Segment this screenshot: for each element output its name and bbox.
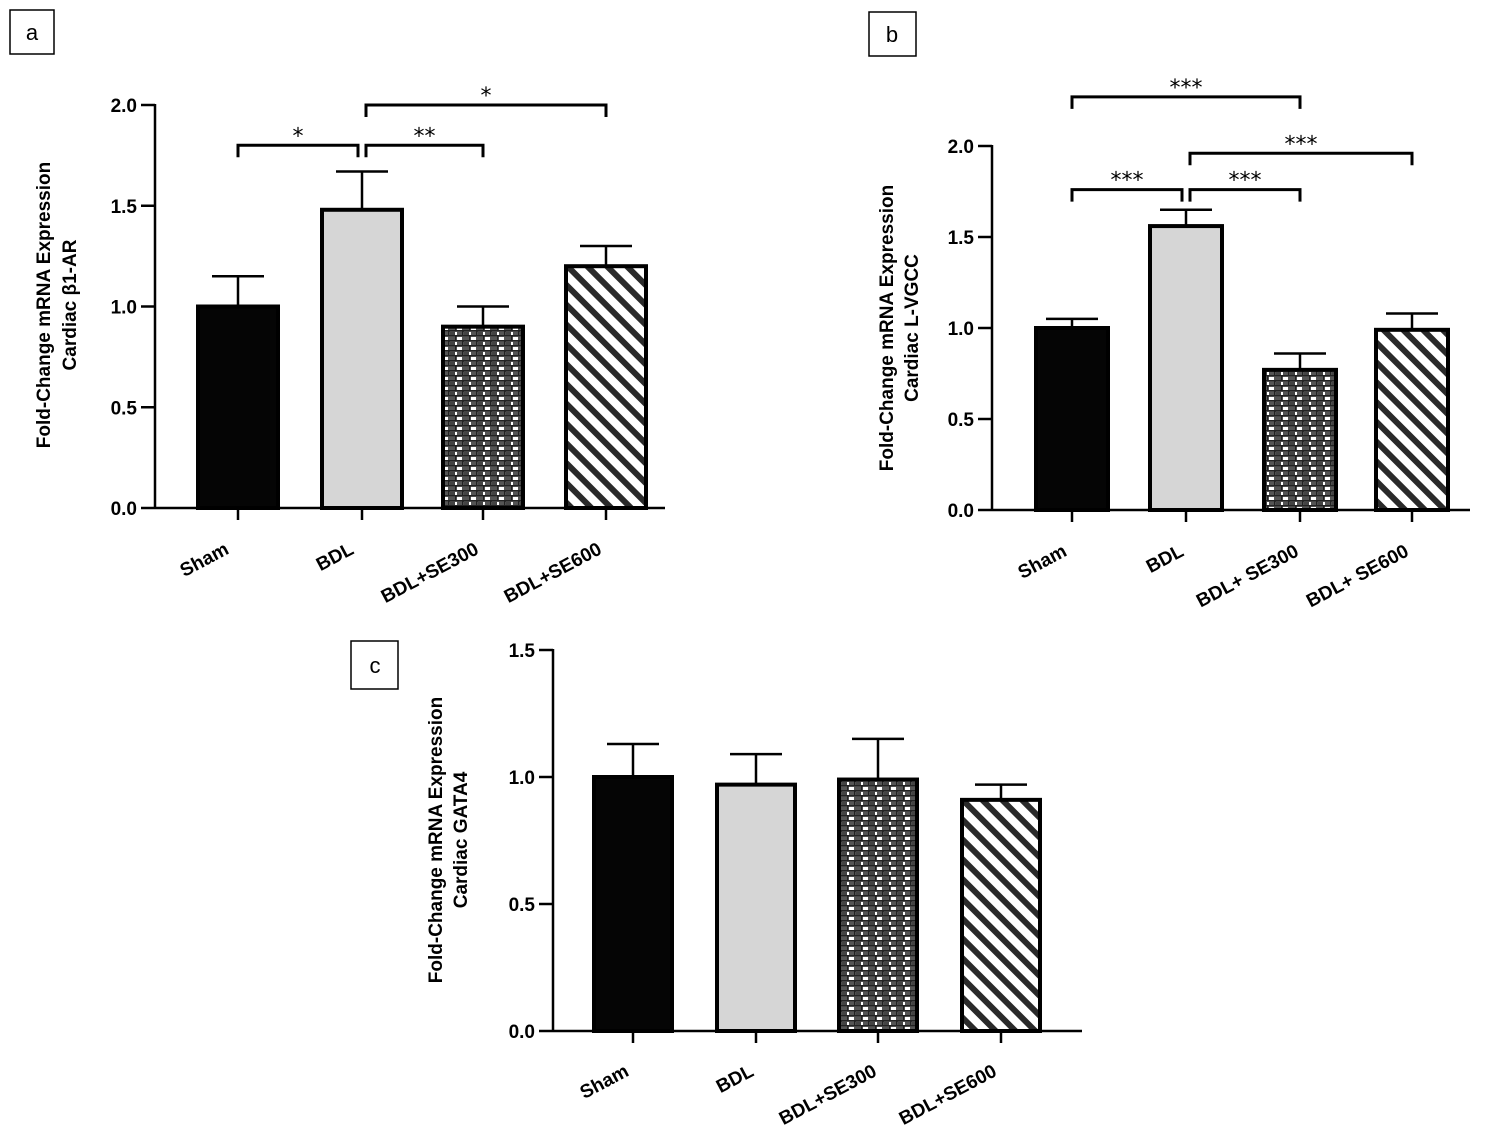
y-axis-sublabel: Cardiac GATA4 — [451, 771, 472, 908]
significance-label: *** — [1285, 132, 1318, 157]
panel-letter: c — [370, 653, 381, 678]
significance-bracket — [364, 103, 608, 117]
significance-bracket — [364, 143, 485, 158]
significance-label: * — [293, 124, 304, 149]
y-axis-sublabel: Cardiac β1-AR — [60, 239, 81, 370]
significance-label: ** — [414, 124, 436, 149]
x-tick-label: Sham — [577, 1061, 633, 1104]
chart-c: 0.0 0.5 1.0 1.5 Fold-Change mRNA Expression C… — [426, 641, 1082, 1130]
y-tick-label: 2.0 — [948, 137, 974, 158]
x-tick-label: BDL+SE300 — [776, 1061, 881, 1130]
panel-label-box — [350, 640, 399, 690]
significance-bracket — [1070, 95, 1302, 109]
significance-bracket — [1070, 188, 1184, 202]
significance-label: * — [481, 84, 492, 109]
x-tick-label: BDL+SE600 — [896, 1061, 1001, 1130]
bar-bdl-se300 — [1262, 367, 1338, 512]
significance-bracket — [1188, 188, 1302, 202]
y-tick-label: 0.5 — [948, 410, 975, 431]
significance-label: *** — [1170, 76, 1203, 101]
bar-sham — [1034, 326, 1110, 512]
y-tick-label: 2.0 — [111, 96, 137, 117]
panel-label-c: c — [350, 640, 399, 690]
y-tick-label: 0.0 — [111, 499, 137, 520]
panel-letter: b — [886, 22, 898, 47]
panel-label-b: b — [868, 11, 917, 57]
y-tick-label: 1.5 — [509, 641, 536, 662]
y-tick-label: 0.0 — [948, 501, 974, 522]
y-axis-label: Fold-Change mRNA Expression — [34, 162, 55, 448]
significance-bracket — [236, 143, 360, 158]
y-axis-label: Fold-Change mRNA Expression — [877, 185, 898, 471]
x-tick-label: BDL+SE300 — [378, 539, 483, 608]
y-tick-label: 0.5 — [509, 895, 536, 916]
y-tick-label: 1.0 — [948, 319, 974, 340]
significance-label: *** — [1111, 169, 1144, 194]
x-tick-label: Sham — [177, 539, 233, 582]
y-tick-label: 0.5 — [111, 398, 138, 419]
x-tick-label: BDL+ SE600 — [1303, 541, 1412, 612]
y-tick-label: 1.5 — [111, 197, 138, 218]
bar-sham — [196, 304, 280, 510]
bar-bdl-se600 — [1374, 327, 1450, 512]
x-tick-label: BDL — [313, 539, 358, 576]
significance-bracket — [1188, 151, 1414, 166]
y-axis-label: Fold-Change mRNA Expression — [426, 697, 447, 983]
y-tick-label: 1.0 — [509, 768, 535, 789]
bar-bdl-se600 — [960, 797, 1042, 1033]
bar-bdl — [1148, 224, 1224, 513]
y-axis-sublabel: Cardiac L-VGCC — [902, 254, 923, 402]
x-tick-label: BDL+SE600 — [501, 539, 606, 608]
x-tick-label: Sham — [1015, 541, 1071, 584]
panel-label-a: a — [9, 9, 55, 55]
bar-bdl-se300 — [441, 324, 525, 510]
y-tick-label: 0.0 — [509, 1022, 535, 1043]
panel-label-box — [868, 11, 917, 57]
y-tick-label: 1.5 — [948, 228, 975, 249]
panel-letter: a — [26, 20, 39, 45]
bar-sham — [592, 775, 674, 1033]
bar-bdl — [320, 207, 404, 510]
significance-label: *** — [1229, 169, 1262, 194]
y-tick-label: 1.0 — [111, 298, 137, 319]
panel-label-box — [9, 9, 55, 55]
x-tick-label: BDL+ SE300 — [1193, 541, 1302, 612]
bar-bdl-se600 — [564, 264, 648, 511]
bar-bdl — [715, 782, 797, 1033]
chart-b: 0.0 0.5 1.0 1.5 2.0 Fold-Change mRNA Expressi… — [877, 76, 1470, 612]
chart-a: 0.0 0.5 1.0 1.5 2.0 Fold-Change mRNA Expressi… — [34, 84, 665, 608]
bar-bdl-se300 — [837, 777, 919, 1033]
x-tick-label: BDL — [713, 1061, 758, 1098]
x-tick-label: BDL — [1143, 541, 1188, 578]
